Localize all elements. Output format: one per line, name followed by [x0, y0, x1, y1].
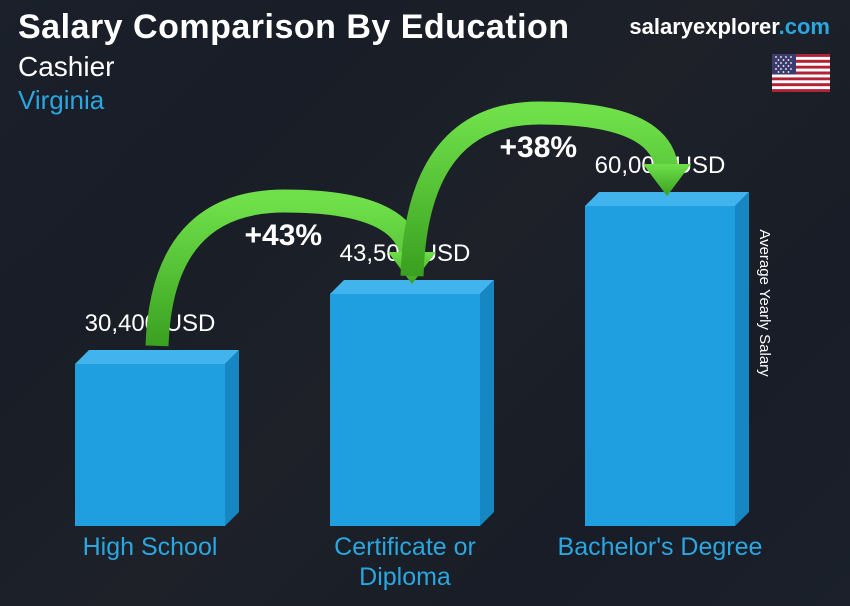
chart-subtitle-location: Virginia — [18, 85, 832, 116]
brand-name: salaryexplorer — [629, 14, 778, 39]
value-label-0: 30,400 USD — [50, 310, 250, 338]
brand-logo: salaryexplorer.com — [629, 14, 830, 40]
bar-side — [735, 192, 749, 526]
category-label-1: Certificate or Diploma — [285, 532, 525, 592]
chart-subtitle-job: Cashier — [18, 51, 832, 83]
us-flag-icon — [772, 54, 830, 92]
bar-front — [585, 206, 735, 526]
bar-chart: 30,400 USD 43,500 USD 60,000 USD — [30, 130, 790, 526]
pct-label-0: +43% — [245, 219, 323, 253]
bar-top — [330, 280, 480, 294]
bar-side — [225, 350, 239, 526]
category-label-0: High School — [30, 532, 270, 562]
bar-1 — [330, 280, 480, 526]
category-label-2: Bachelor's Degree — [540, 532, 780, 562]
bar-front — [75, 364, 225, 526]
bar-0 — [75, 350, 225, 526]
value-label-1: 43,500 USD — [305, 240, 505, 268]
value-label-2: 60,000 USD — [560, 152, 760, 180]
bar-top — [585, 192, 735, 206]
pct-label-1: +38% — [500, 131, 578, 165]
bar-top — [75, 350, 225, 364]
bar-2 — [585, 192, 735, 526]
y-axis-label: Average Yearly Salary — [756, 229, 773, 376]
brand-tld: .com — [779, 14, 830, 39]
bar-side — [480, 280, 494, 526]
bar-front — [330, 294, 480, 526]
